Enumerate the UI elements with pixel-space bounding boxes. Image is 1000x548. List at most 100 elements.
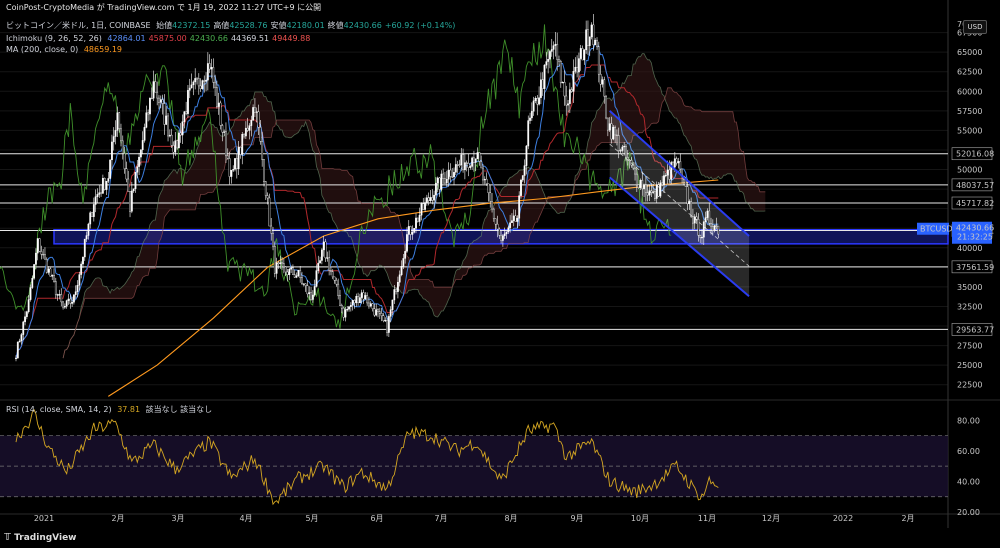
candle-body bbox=[592, 24, 595, 46]
candle-body bbox=[664, 174, 667, 177]
candle-body bbox=[203, 80, 206, 82]
symbol-tag bbox=[917, 222, 949, 235]
candle-body bbox=[415, 217, 417, 229]
candle-body bbox=[257, 111, 260, 128]
candle-body bbox=[480, 161, 483, 169]
candle-body bbox=[706, 210, 709, 218]
candle-body bbox=[279, 262, 282, 264]
candle-body bbox=[485, 178, 488, 184]
candle-body bbox=[420, 203, 423, 216]
candle-body bbox=[100, 192, 102, 194]
candle-body bbox=[556, 43, 559, 60]
candle-body bbox=[673, 158, 676, 168]
candle-body bbox=[320, 249, 323, 261]
candle-body bbox=[473, 157, 475, 163]
candle-body bbox=[404, 251, 407, 259]
ma-label: MA (200, close, 0) bbox=[6, 45, 79, 54]
candle-body bbox=[454, 164, 457, 173]
rsi-label: RSI (14, close, SMA, 14, 2) bbox=[6, 405, 112, 414]
candle-body bbox=[82, 256, 84, 265]
candle-body bbox=[482, 167, 484, 181]
candle-body bbox=[266, 195, 269, 199]
candle-body bbox=[177, 132, 180, 149]
level-label: 29563.77 bbox=[956, 325, 994, 334]
candle-body bbox=[235, 158, 238, 170]
candle-body bbox=[310, 292, 312, 300]
candle-body bbox=[438, 177, 441, 190]
candle-body bbox=[697, 218, 700, 236]
candle-body bbox=[230, 170, 233, 177]
time-axis-tick: 4月 bbox=[239, 514, 252, 523]
candle-body bbox=[158, 97, 160, 103]
symbol-label: ビットコイン／米ドル, 1日, COINBASE bbox=[6, 21, 151, 30]
candle-body bbox=[520, 179, 522, 196]
candle-body bbox=[407, 226, 410, 235]
candle-body bbox=[288, 268, 291, 276]
candle-body bbox=[174, 140, 177, 153]
currency-button[interactable]: USD bbox=[963, 20, 987, 34]
candle-body bbox=[170, 134, 173, 146]
candle-body bbox=[597, 46, 600, 75]
candle-body bbox=[286, 271, 289, 276]
candle-body bbox=[112, 136, 115, 143]
kijun-line bbox=[15, 64, 719, 359]
candle-body bbox=[250, 120, 253, 126]
candle-body bbox=[176, 140, 178, 149]
rsi-legend[interactable]: RSI (14, close, SMA, 14, 2) 37.81 該当なし 該… bbox=[6, 405, 215, 415]
price-axis-tick: 40000 bbox=[957, 244, 982, 253]
candle-body bbox=[243, 134, 245, 137]
ma-legend[interactable]: MA (200, close, 0) 48659.19 bbox=[6, 45, 125, 55]
candle-body bbox=[143, 127, 146, 141]
candle-body bbox=[78, 274, 81, 286]
ichimoku-legend[interactable]: Ichimoku (9, 26, 52, 26) 42864.01 45875.0… bbox=[6, 34, 316, 44]
candle-body bbox=[465, 162, 468, 164]
candle-body bbox=[655, 184, 658, 199]
candle-body bbox=[76, 285, 79, 292]
tradingview-logo[interactable]: 𝕋 TradingView bbox=[4, 532, 77, 543]
candle-body bbox=[558, 59, 560, 62]
candle-body bbox=[574, 66, 577, 72]
candle-body bbox=[652, 191, 655, 193]
candle-body bbox=[603, 79, 606, 97]
candle-body bbox=[413, 228, 416, 233]
candle-body bbox=[297, 269, 300, 276]
candle-body bbox=[154, 81, 157, 93]
candle-body bbox=[527, 120, 530, 147]
candle-body bbox=[65, 300, 68, 307]
time-axis-tick: 2月 bbox=[901, 514, 914, 523]
candle-body bbox=[366, 295, 369, 304]
chikou-span bbox=[0, 24, 672, 329]
level-label: 37561.59 bbox=[956, 263, 994, 272]
candle-body bbox=[644, 184, 647, 193]
candle-body bbox=[518, 195, 521, 219]
candle-body bbox=[427, 197, 430, 202]
channel-fill bbox=[609, 110, 750, 297]
price-axis-tick: 62500 bbox=[957, 68, 982, 77]
candle-body bbox=[252, 107, 255, 121]
candle-body bbox=[69, 298, 72, 304]
candle-body bbox=[435, 182, 437, 196]
candle-body bbox=[545, 61, 548, 66]
candle-body bbox=[101, 178, 104, 194]
senkou-span-a bbox=[62, 53, 766, 359]
rsi-extra: 該当なし 該当なし bbox=[145, 405, 213, 414]
candle-body bbox=[614, 126, 617, 136]
rsi-value: 37.81 bbox=[117, 405, 141, 414]
candle-body bbox=[391, 299, 394, 310]
candle-body bbox=[56, 294, 59, 296]
price-axis-tick: 50000 bbox=[957, 166, 982, 175]
candle-body bbox=[536, 98, 539, 105]
candle-body bbox=[272, 233, 274, 247]
ma-value: 48659.19 bbox=[83, 45, 123, 54]
time-axis-tick: 12月 bbox=[762, 514, 780, 523]
candle-body bbox=[710, 223, 712, 227]
candle-body bbox=[326, 257, 329, 259]
candle-body bbox=[447, 169, 450, 180]
candle-body bbox=[295, 275, 298, 278]
candle-body bbox=[196, 78, 198, 80]
candle-body bbox=[489, 192, 492, 202]
level-tag bbox=[951, 196, 993, 210]
candle-body bbox=[641, 179, 644, 190]
candle-body bbox=[234, 158, 236, 170]
